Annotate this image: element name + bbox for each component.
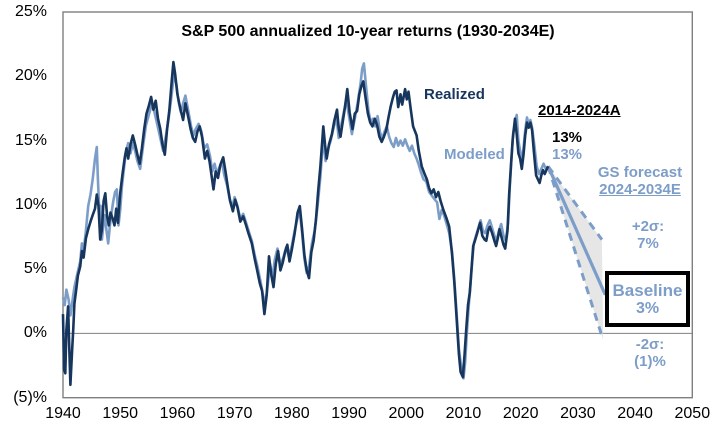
lower-sigma-value: (1)% [634,353,666,370]
x-tick-label: 2020 [502,405,539,422]
realized-series-line [61,60,550,387]
lower-sigma-annotation: -2σ: (1)% [617,336,683,370]
baseline-label: Baseline [612,280,683,300]
x-tick-label: 1970 [216,405,253,422]
upper-sigma-annotation: +2σ: 7% [617,218,679,252]
modeled-series-line [61,62,550,380]
gs-forecast-label-line1: GS forecast [597,164,683,181]
baseline-forecast-box: Baseline 3% [605,271,690,327]
forecast-lower-2sigma-line [546,165,605,341]
forecast-upper-2sigma-line [546,165,604,241]
x-tick-label: 2050 [674,405,711,422]
forecast-baseline-line [546,165,607,296]
y-tick-label: (5)% [13,388,47,406]
x-tick-label: 1960 [159,405,196,422]
baseline-value: 3% [635,299,660,317]
x-tick-label: 2000 [388,405,425,422]
y-tick-label: 25% [14,3,47,20]
lower-sigma-label: -2σ: [635,336,665,353]
x-tick-label: 2040 [617,405,653,422]
x-tick-label: 1940 [45,405,81,422]
realized-series-label: Realized [424,86,485,103]
gs-forecast-label-line2: 2024-2034E [599,181,681,198]
x-tick-label: 1990 [331,405,367,422]
y-tick-label: 15% [14,131,47,149]
x-tick-label: 1980 [274,405,310,422]
chart-title: S&P 500 annualized 10-year returns (1930… [181,23,555,40]
x-tick-label: 2010 [445,405,482,422]
period-2014-2024-label: 2014-2024A [538,102,621,119]
modeled-series-label: Modeled [444,146,505,163]
y-tick-label: 20% [14,67,47,85]
y-tick-label: 0% [23,324,47,342]
y-tick-label: 5% [23,260,47,278]
x-tick-label: 1950 [102,405,138,422]
y-tick-label: 10% [14,195,47,213]
plot-border [62,11,693,399]
upper-sigma-value: 7% [637,235,659,252]
upper-sigma-label: +2σ: [631,218,665,235]
x-tick-label: 2030 [560,405,596,422]
realized-period-value: 13% [552,129,583,146]
gs-forecast-label: GS forecast 2024-2034E [588,164,692,198]
modeled-period-value: 13% [552,146,583,163]
